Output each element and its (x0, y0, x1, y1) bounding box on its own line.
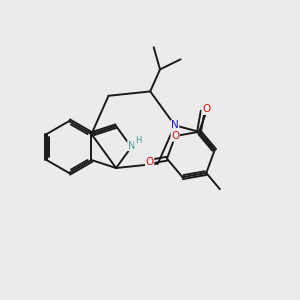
Text: O: O (202, 104, 210, 115)
Text: O: O (146, 158, 154, 167)
Text: N: N (128, 141, 135, 151)
Text: O: O (171, 131, 179, 141)
Text: N: N (171, 120, 179, 130)
Text: H: H (135, 136, 141, 145)
